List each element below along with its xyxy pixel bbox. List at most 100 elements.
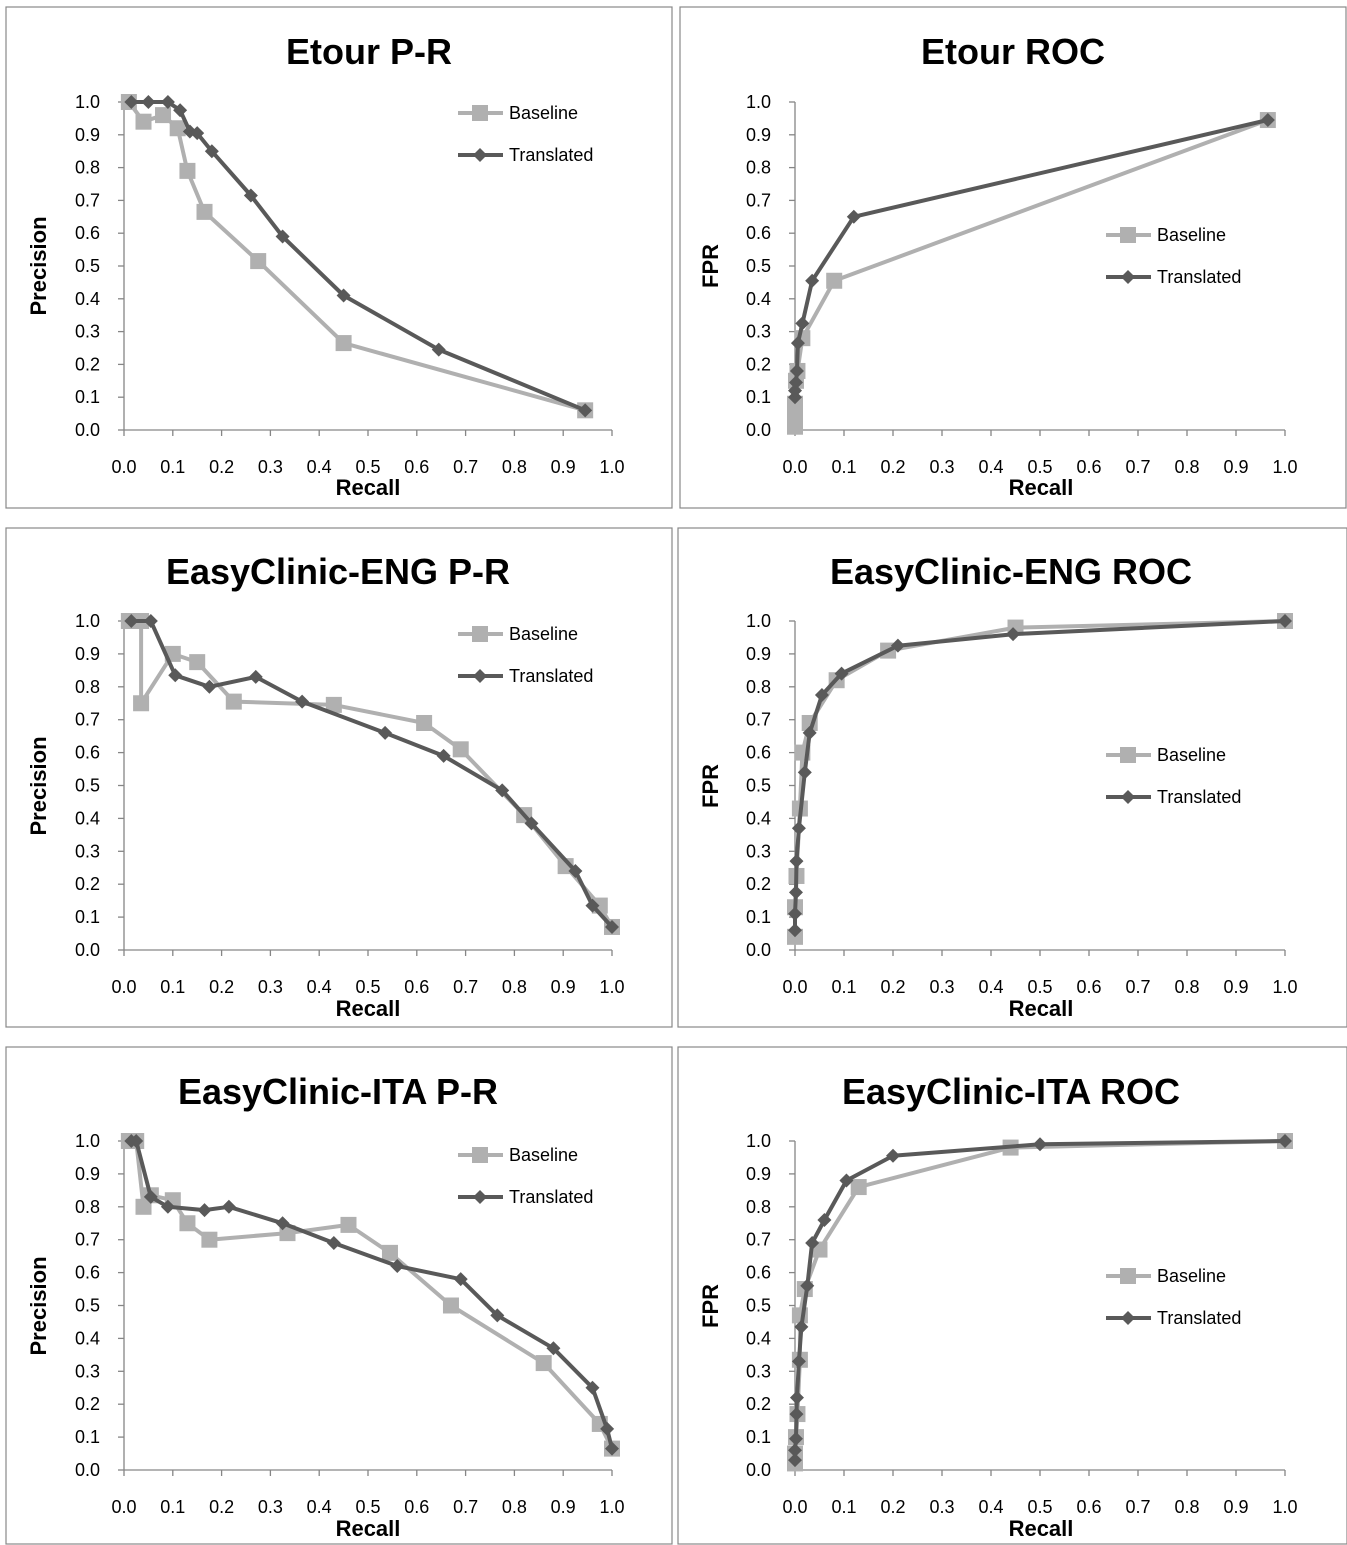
y-tick-label: 0.5 <box>75 256 100 276</box>
y-axis-title: Precision <box>26 1256 51 1355</box>
x-tick-label: 0.1 <box>831 977 856 997</box>
baseline-point <box>381 1244 398 1261</box>
legend-translated-label: Translated <box>509 1187 593 1207</box>
y-tick-label: 0.7 <box>746 1230 771 1250</box>
x-axis-title: Recall <box>336 1516 401 1541</box>
chart-panel-6: EasyClinic-ITA ROC 0.0 0.1 0.2 0.3 0.4 0.5 0.6 0… <box>677 1046 1347 1545</box>
x-tick-label: 0.3 <box>258 457 283 477</box>
y-tick-label: 0.8 <box>75 677 100 697</box>
x-tick-label: 0.6 <box>404 1497 429 1517</box>
baseline-point <box>179 1215 196 1232</box>
translated-point <box>839 1173 854 1188</box>
translated-point <box>124 95 139 109</box>
x-axis-title: Recall <box>336 475 401 500</box>
x-tick-label: 0.6 <box>1076 457 1101 477</box>
y-tick-label: 0.7 <box>75 1230 100 1250</box>
x-axis-title: Recall <box>1009 1516 1074 1541</box>
y-tick-label: 0.6 <box>75 223 100 243</box>
chart-title: Etour ROC <box>921 31 1105 72</box>
y-tick-label: 0.9 <box>746 125 771 145</box>
x-tick-label: 0.1 <box>160 457 185 477</box>
x-tick-label: 1.0 <box>599 977 624 997</box>
y-tick-label: 0.1 <box>75 907 100 927</box>
y-tick-label: 1.0 <box>746 92 771 112</box>
y-tick-label: 0.9 <box>746 1164 771 1184</box>
legend: Baseline Translated <box>458 103 593 165</box>
translated-point <box>295 694 310 709</box>
baseline-point <box>452 741 469 758</box>
x-tick-label: 0.8 <box>1174 1497 1199 1517</box>
x-tick-label: 0.0 <box>111 1497 136 1517</box>
y-tick-label: 0.4 <box>75 808 100 828</box>
translated-point <box>788 906 802 921</box>
y-tick-label: 0.6 <box>75 743 100 763</box>
translated-point <box>890 638 905 653</box>
y-tick-label: 0.7 <box>746 710 771 730</box>
legend-translated-label: Translated <box>509 666 593 686</box>
baseline-point <box>340 1216 357 1233</box>
translated-point <box>495 783 510 798</box>
x-tick-label: 0.8 <box>1174 457 1199 477</box>
x-tick-label: 0.8 <box>502 457 527 477</box>
x-tick-label: 0.5 <box>1027 1497 1052 1517</box>
translated-point <box>221 1199 236 1214</box>
translated-point <box>431 342 446 357</box>
y-tick-label: 0.8 <box>746 677 771 697</box>
baseline-point <box>416 714 433 731</box>
translated-point <box>788 375 803 390</box>
y-axis-title: FPR <box>698 764 723 808</box>
series-translated <box>788 1134 1292 1468</box>
translated-point <box>129 1134 144 1148</box>
x-axis-title: Recall <box>336 996 401 1021</box>
y-tick-label: 0.2 <box>75 354 100 374</box>
x-tick-label: 1.0 <box>1272 457 1297 477</box>
translated-point <box>168 668 183 683</box>
y-tick-label: 0.6 <box>746 743 771 763</box>
chart-title: EasyClinic-ITA P-R <box>178 1071 498 1112</box>
legend-translated-marker <box>473 669 487 683</box>
y-tick-label: 0.3 <box>75 322 100 342</box>
translated-point <box>802 725 817 740</box>
x-tick-label: 0.9 <box>551 1497 576 1517</box>
x-tick-label: 1.0 <box>599 1497 624 1517</box>
baseline-point <box>201 1231 218 1248</box>
legend-translated-marker <box>1121 270 1135 284</box>
translated-point <box>585 1380 600 1395</box>
translated-point <box>805 273 820 288</box>
baseline-point <box>135 113 152 130</box>
x-tick-label: 0.7 <box>1125 977 1150 997</box>
y-tick-label: 0.3 <box>746 322 771 342</box>
legend-baseline-marker <box>472 1147 488 1163</box>
y-tick-label: 0.4 <box>746 808 771 828</box>
x-tick-label: 0.1 <box>831 457 856 477</box>
legend-translated-marker <box>1121 790 1135 804</box>
x-tick-label: 1.0 <box>1272 977 1297 997</box>
translated-point <box>600 1421 615 1436</box>
x-tick-label: 0.2 <box>209 977 234 997</box>
chart-frame <box>5 6 673 509</box>
x-tick-label: 0.5 <box>1027 457 1052 477</box>
x-tick-label: 0.9 <box>1223 977 1248 997</box>
translated-point <box>197 1203 212 1218</box>
translated-point <box>336 288 351 303</box>
y-tick-label: 1.0 <box>746 1131 771 1151</box>
x-tick-label: 0.3 <box>929 457 954 477</box>
translated-point <box>1006 627 1021 642</box>
baseline-point <box>787 408 803 425</box>
x-tick-label: 0.4 <box>978 1497 1003 1517</box>
translated-point <box>817 1212 832 1227</box>
x-tick-label: 0.6 <box>1076 1497 1101 1517</box>
baseline-point <box>133 695 150 712</box>
legend: Baseline Translated <box>458 1145 593 1207</box>
y-tick-label: 0.5 <box>746 256 771 276</box>
x-tick-label: 0.2 <box>209 1497 234 1517</box>
y-tick-label: 0.1 <box>75 1427 100 1447</box>
legend-baseline-marker <box>1120 227 1136 243</box>
legend-translated-label: Translated <box>1157 267 1241 287</box>
x-tick-label: 0.1 <box>831 1497 856 1517</box>
baseline-point <box>850 1179 867 1196</box>
y-tick-label: 0.9 <box>75 644 100 664</box>
y-tick-label: 0.1 <box>75 387 100 407</box>
translated-point <box>326 1235 341 1250</box>
